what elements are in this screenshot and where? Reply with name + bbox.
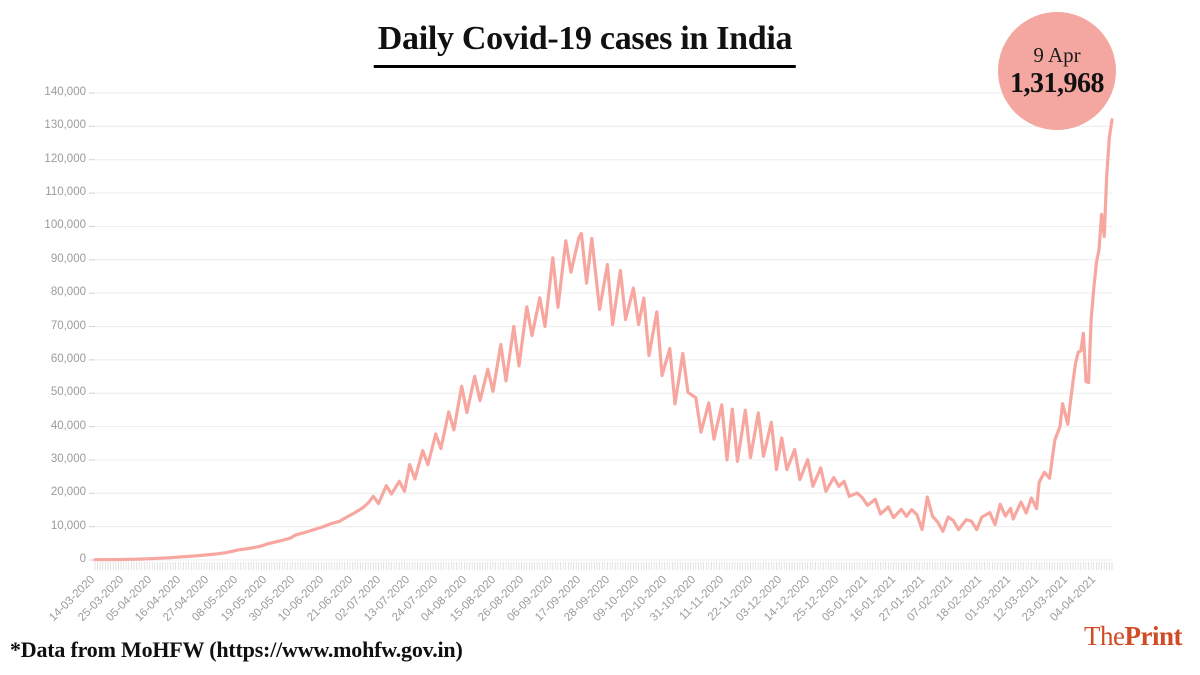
logo-print: Print bbox=[1124, 621, 1183, 651]
y-axis-label: 140,000 bbox=[44, 86, 86, 98]
y-axis-label: 70,000 bbox=[50, 319, 86, 332]
y-axis-label: 20,000 bbox=[50, 486, 86, 499]
y-axis-label: 130,000 bbox=[44, 119, 86, 132]
y-axis-label: 90,000 bbox=[50, 252, 86, 265]
badge-date: 9 Apr bbox=[1033, 42, 1081, 67]
annotation-badge: 9 Apr 1,31,968 bbox=[998, 12, 1116, 130]
y-axis-label: 120,000 bbox=[44, 152, 86, 165]
y-axis-label: 50,000 bbox=[50, 386, 86, 399]
y-axis-label: 100,000 bbox=[44, 219, 86, 232]
badge-value: 1,31,968 bbox=[1010, 68, 1105, 100]
y-axis-label: 10,000 bbox=[50, 519, 86, 532]
y-axis-label: 30,000 bbox=[50, 452, 86, 465]
chart-title: Daily Covid-19 cases in India bbox=[373, 20, 797, 68]
daily-cases-line bbox=[93, 118, 1114, 562]
y-axis-label: 0 bbox=[79, 553, 86, 565]
y-axis-label: 40,000 bbox=[50, 419, 86, 432]
source-note: *Data from MoHFW (https://www.mohfw.gov.… bbox=[10, 637, 463, 662]
theprint-logo: ThePrint bbox=[1084, 621, 1182, 652]
y-axis-label: 60,000 bbox=[50, 352, 86, 365]
y-axis-label: 80,000 bbox=[50, 286, 86, 299]
y-axis-label: 110,000 bbox=[45, 186, 86, 199]
logo-the: The bbox=[1084, 621, 1125, 651]
